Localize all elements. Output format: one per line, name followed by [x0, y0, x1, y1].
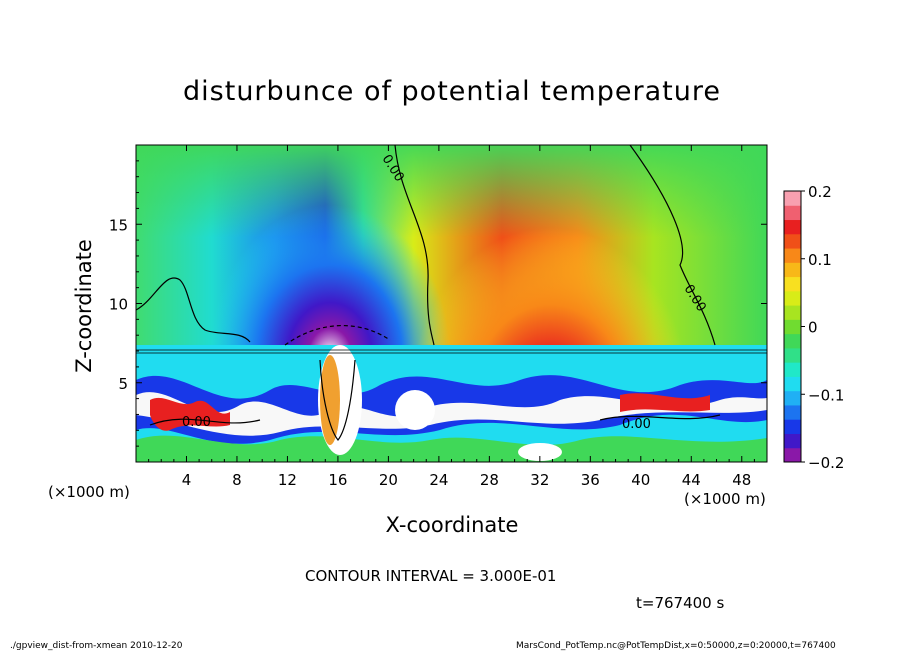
- colorbar-tick-label: 0.1: [808, 251, 832, 269]
- footer-right-text: MarsCond_PotTemp.nc@PotTempDist,x=0:5000…: [516, 641, 836, 651]
- x-tick-label: 16: [328, 471, 347, 489]
- x-tick-label: 20: [379, 471, 398, 489]
- contour-labels: 0.00 0.00 0.00 0.00: [182, 152, 709, 432]
- x-unit-label-left: (×1000 m): [48, 483, 130, 501]
- colorbar-tick-label: −0.1: [808, 386, 844, 404]
- colorbar-swatch: [784, 305, 801, 320]
- colorbar-swatch: [784, 262, 801, 278]
- colorbar-swatch: [784, 376, 801, 392]
- colorbar-swatch: [784, 390, 801, 406]
- colorbar-tick-label: 0.2: [808, 183, 832, 201]
- x-tick-label: 8: [232, 471, 242, 489]
- contour-interval-text: CONTOUR INTERVAL = 3.000E-01: [305, 567, 557, 585]
- colorbar-tick-label: −0.2: [808, 454, 844, 472]
- contour-label: 0.00: [622, 417, 651, 432]
- colorbar-tick-label: 0: [808, 319, 818, 337]
- x-tick-label: 44: [682, 471, 701, 489]
- colorbar-swatch: [784, 362, 801, 377]
- colorbar-swatch: [784, 447, 801, 463]
- y-tick-label: 5: [118, 375, 128, 393]
- colorbar-swatch: [784, 433, 801, 449]
- colorbar-swatch: [784, 319, 801, 335]
- x-tick-label: 36: [581, 471, 600, 489]
- colorbar-swatch: [784, 347, 801, 363]
- y-tick-label: 15: [109, 216, 128, 234]
- x-axis-label: X-coordinate: [385, 513, 519, 537]
- colorbar-swatch: [784, 290, 801, 306]
- colorbar-swatch: [784, 205, 801, 221]
- y-tick-label: 10: [109, 296, 128, 314]
- colorbar-swatch: [784, 233, 801, 249]
- x-tick-label: 48: [732, 471, 751, 489]
- chart-title: disturbunce of potential temperature: [183, 76, 721, 107]
- colorbar-swatch: [784, 219, 801, 235]
- y-axis-label: Z-coordinate: [72, 239, 96, 373]
- x-tick-label: 4: [182, 471, 192, 489]
- colorbar-swatch: [784, 276, 801, 292]
- y-axis: 5 10 15: [109, 160, 767, 447]
- x-axis: 4 8 12 16 20 24 28 32 36 40 44 48: [148, 145, 755, 489]
- colorbar-swatch: [784, 191, 801, 206]
- contour-label: 0.00: [182, 415, 211, 430]
- x-tick-label: 40: [631, 471, 650, 489]
- colorbar-swatch: [784, 333, 801, 349]
- colorbar-swatch: [784, 419, 801, 434]
- colorbar: 0.2 0.1 0 −0.1 −0.2: [783, 183, 844, 472]
- footer-left-text: ./gpview_dist-from-xmean 2010-12-20: [10, 641, 183, 651]
- x-tick-label: 28: [480, 471, 499, 489]
- heatmap-field: [136, 145, 767, 462]
- x-unit-label-right: (×1000 m): [684, 490, 766, 508]
- colorbar-swatch: [784, 248, 801, 263]
- x-tick-label: 12: [278, 471, 297, 489]
- x-tick-label: 32: [530, 471, 549, 489]
- time-label: t=767400 s: [636, 594, 725, 612]
- x-tick-label: 24: [429, 471, 448, 489]
- colorbar-swatch: [784, 404, 801, 420]
